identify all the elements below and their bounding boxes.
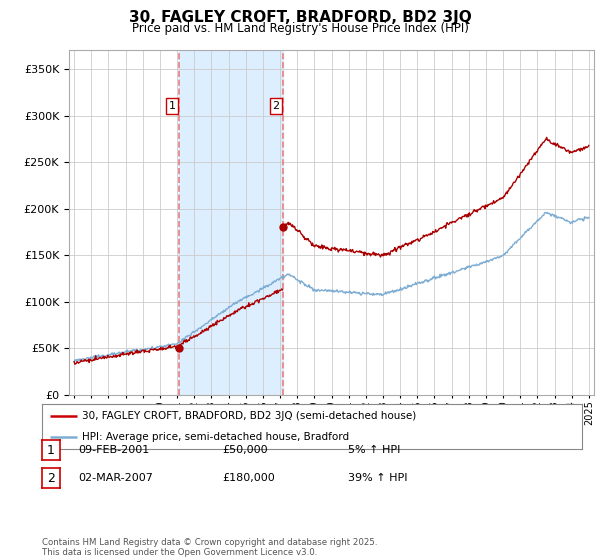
Text: 30, FAGLEY CROFT, BRADFORD, BD2 3JQ (semi-detached house): 30, FAGLEY CROFT, BRADFORD, BD2 3JQ (sem… bbox=[83, 412, 417, 422]
Text: Contains HM Land Registry data © Crown copyright and database right 2025.
This d: Contains HM Land Registry data © Crown c… bbox=[42, 538, 377, 557]
Text: 02-MAR-2007: 02-MAR-2007 bbox=[78, 473, 153, 483]
Text: 1: 1 bbox=[169, 101, 176, 111]
Text: 5% ↑ HPI: 5% ↑ HPI bbox=[348, 445, 400, 455]
Text: 39% ↑ HPI: 39% ↑ HPI bbox=[348, 473, 407, 483]
Text: 2: 2 bbox=[272, 101, 280, 111]
Text: 09-FEB-2001: 09-FEB-2001 bbox=[78, 445, 149, 455]
Text: 2: 2 bbox=[47, 472, 55, 485]
Text: 1: 1 bbox=[47, 444, 55, 457]
Text: HPI: Average price, semi-detached house, Bradford: HPI: Average price, semi-detached house,… bbox=[83, 432, 350, 442]
Text: £180,000: £180,000 bbox=[222, 473, 275, 483]
Text: £50,000: £50,000 bbox=[222, 445, 268, 455]
Text: Price paid vs. HM Land Registry's House Price Index (HPI): Price paid vs. HM Land Registry's House … bbox=[131, 22, 469, 35]
Bar bbox=[179, 50, 283, 395]
Text: 30, FAGLEY CROFT, BRADFORD, BD2 3JQ: 30, FAGLEY CROFT, BRADFORD, BD2 3JQ bbox=[128, 10, 472, 25]
